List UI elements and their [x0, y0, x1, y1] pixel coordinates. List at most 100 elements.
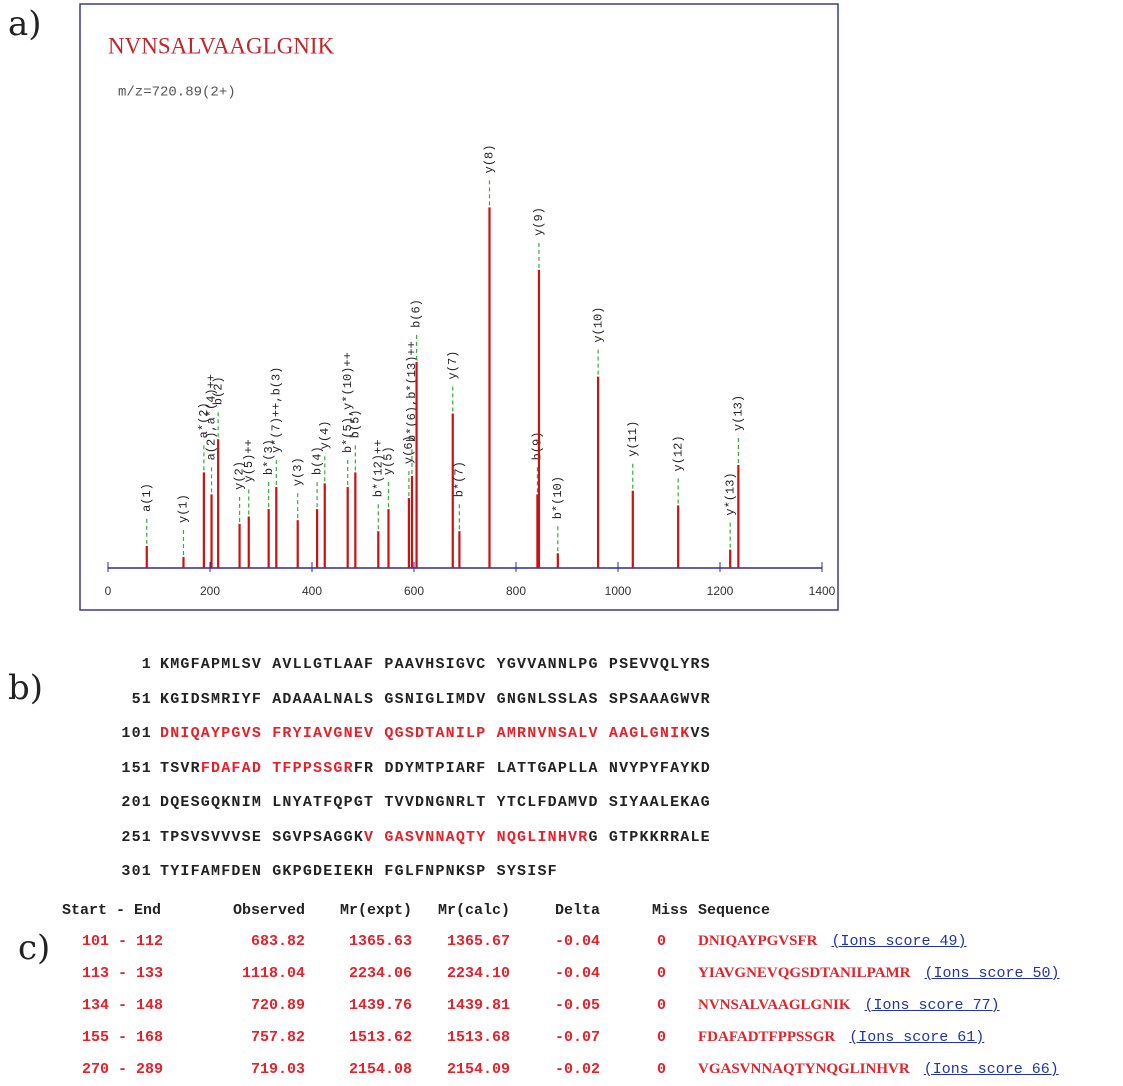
table-cell: 0: [656, 933, 666, 950]
sequence-segment: FDAFAD TFPPSSGR: [200, 759, 354, 777]
table-cell: 1439.76: [348, 997, 412, 1014]
table-cell: 0: [656, 1029, 666, 1046]
peak-label: y*(13): [723, 472, 737, 515]
table-sequence: FDAFADTFPPSSGR (Ions score 61): [698, 1029, 984, 1046]
peak-label: y(9): [532, 207, 546, 236]
sequence-segment: KGIDSMRIYF ADAAALNALS GSNIGLIMDV GNGNLSS…: [160, 690, 711, 708]
table-cell: 683.82: [250, 933, 305, 950]
panel-label: c): [18, 928, 51, 968]
peak-label: b*(3): [262, 439, 276, 475]
peak-label: y(4): [318, 421, 332, 450]
peptide: NVNSALVAAGLGNIK: [698, 997, 851, 1013]
table-cell: 1439.81: [446, 997, 510, 1014]
sequence-start: 51: [131, 690, 152, 708]
table-cell: 0: [656, 1061, 666, 1078]
ions-score-link[interactable]: (Ions score 61): [849, 1029, 985, 1046]
sequence-line: DNIQAYPGVS FRYIAVGNEV QGSDTANILP AMRNVNS…: [160, 725, 711, 742]
table-cell: 155 - 168: [82, 1029, 164, 1046]
peak-label: y(8): [483, 145, 497, 174]
table-cell: -0.02: [554, 1061, 600, 1078]
peptide: VGASVNNAQTYNQGLINHVR: [698, 1061, 910, 1077]
ions-score-link[interactable]: (Ions score 66): [923, 1061, 1059, 1078]
sequence-start: 201: [121, 794, 152, 811]
x-tick-label: 600: [404, 584, 424, 598]
peak-label: y(2): [233, 461, 247, 490]
peak-label: y(1): [177, 494, 191, 523]
table-header: Observed: [232, 902, 305, 919]
table-cell: 719.03: [250, 1061, 305, 1078]
table-header: Mr(expt): [339, 902, 412, 919]
sequence-start: 301: [121, 863, 152, 880]
table-cell: 101 - 112: [82, 933, 164, 950]
peak-label: b*(10): [551, 476, 565, 519]
sequence-line: TPSVSVVVSE SGVPSAGGKV GASVNNAQTY NQGLINH…: [160, 829, 711, 846]
peak-label: b*(12)++: [371, 440, 385, 498]
sequence-line: DQESGQKNIM LNYATFQPGT TVVDNGNRLT YTCLFDA…: [160, 794, 711, 811]
ions-score-link[interactable]: (Ions score 49): [831, 933, 967, 950]
chart-title: NVNSALVAAGLGNIK: [108, 33, 335, 58]
peak-label: y(13): [732, 395, 746, 431]
table-cell: -0.04: [554, 965, 600, 982]
spectrum-chart: NVNSALVAAGLGNIK m/z=720.89(2+) 0 200 400 60…: [79, 3, 839, 611]
table-cell: 1365.63: [348, 933, 412, 950]
table-cell: 134 - 148: [82, 997, 164, 1014]
table-cell: 1118.04: [241, 965, 305, 982]
sequence-segment: DNIQAYPGVS FRYIAVGNEV QGSDTANILP AMRNVNS…: [160, 725, 691, 742]
table-cell: 720.89: [250, 997, 305, 1014]
table-cell: 113 - 133: [82, 965, 164, 982]
sequence-line: TYIFAMFDEN GKPGDEIEKH FGLFNPNKSP SYSISF: [160, 863, 558, 880]
peak-label: y(5)++: [242, 439, 256, 482]
table-cell: -0.07: [554, 1029, 600, 1046]
sequence-start: 151: [121, 759, 152, 777]
x-tick-label: 1200: [707, 584, 734, 598]
peak-label: b*(7): [453, 461, 467, 497]
table-header: Sequence: [698, 902, 771, 919]
table-cell: 2234.06: [348, 965, 412, 982]
chart-subtitle: m/z=720.89(2+): [118, 85, 236, 101]
table-header: Delta: [554, 902, 600, 919]
x-tick-label: 1000: [605, 584, 632, 598]
table-sequence: NVNSALVAAGLGNIK (Ions score 77): [698, 997, 1000, 1014]
table-cell: 2154.09: [446, 1061, 510, 1078]
sequence-line: KMGFAPMLSV AVLLGTLAAF PAAVHSIGVC YGVVANN…: [160, 656, 711, 673]
sequence-segment: DQESGQKNIM LNYATFQPGT TVVDNGNRLT YTCLFDA…: [160, 794, 711, 811]
table-header: Mr(calc): [437, 902, 510, 919]
ions-score-link[interactable]: (Ions score 77): [864, 997, 1000, 1014]
sequence-line: TSVRFDAFAD TFPPSSGRFR DDYMTPIARF LATTGAP…: [160, 760, 711, 777]
sequence-segment: TPSVSVVVSE SGVPSAGGK: [160, 828, 365, 846]
peak-label: y(11): [626, 421, 640, 457]
peak-label: b*(5),y*(10)++: [341, 352, 355, 453]
x-tick-label: 0: [105, 584, 112, 598]
peak-label: y(7): [446, 351, 460, 380]
sequence-start: 251: [121, 828, 152, 846]
peak-label: y(10): [591, 307, 605, 343]
peptide: YIAVGNEVQGSDTANILPAMR: [698, 965, 911, 981]
sequence-segment: KMGFAPMLSV AVLLGTLAAF PAAVHSIGVC YGVVANN…: [160, 656, 711, 673]
x-tick-label: 1400: [809, 584, 836, 598]
sequence-segment: VS: [690, 725, 711, 742]
sequence-segment: G GTPKKRRALE: [588, 828, 711, 846]
peak-label: b(9): [531, 432, 545, 461]
plot-frame: [79, 3, 839, 611]
peak-label: y(6): [402, 435, 416, 464]
peak-label: y(3): [291, 457, 305, 486]
sequence-segment: FR DDYMTPIARF LATTGAPLLA NVYPYFAYKD: [353, 759, 711, 777]
sequence-line: KGIDSMRIYF ADAAALNALS GSNIGLIMDV GNGNLSS…: [160, 691, 711, 708]
peak-label: a(1): [140, 483, 154, 512]
x-tick-label: 200: [200, 584, 220, 598]
peak-label: y*(7)++,b(3): [269, 367, 283, 453]
table-sequence: YIAVGNEVQGSDTANILPAMR (Ions score 50): [698, 965, 1060, 982]
sequence-start: 1: [141, 656, 152, 673]
peak-label: b(4): [310, 446, 324, 475]
peak-label: y(12): [671, 435, 685, 471]
sequence-segment: TSVR: [160, 759, 201, 777]
peptide: DNIQAYPGVSFR: [698, 933, 818, 949]
peptide: FDAFADTFPPSSGR: [698, 1029, 836, 1045]
ions-score-link[interactable]: (Ions score 50): [924, 965, 1060, 982]
sequence-start: 101: [121, 725, 152, 742]
x-tick-label: 400: [302, 584, 322, 598]
sequence-segment: TYIFAMFDEN GKPGDEIEKH FGLFNPNKSP SYSISF: [160, 863, 558, 880]
table-header: Start - End: [62, 902, 162, 919]
sequence-segment: V GASVNNAQTY NQGLINHVR: [364, 828, 589, 846]
